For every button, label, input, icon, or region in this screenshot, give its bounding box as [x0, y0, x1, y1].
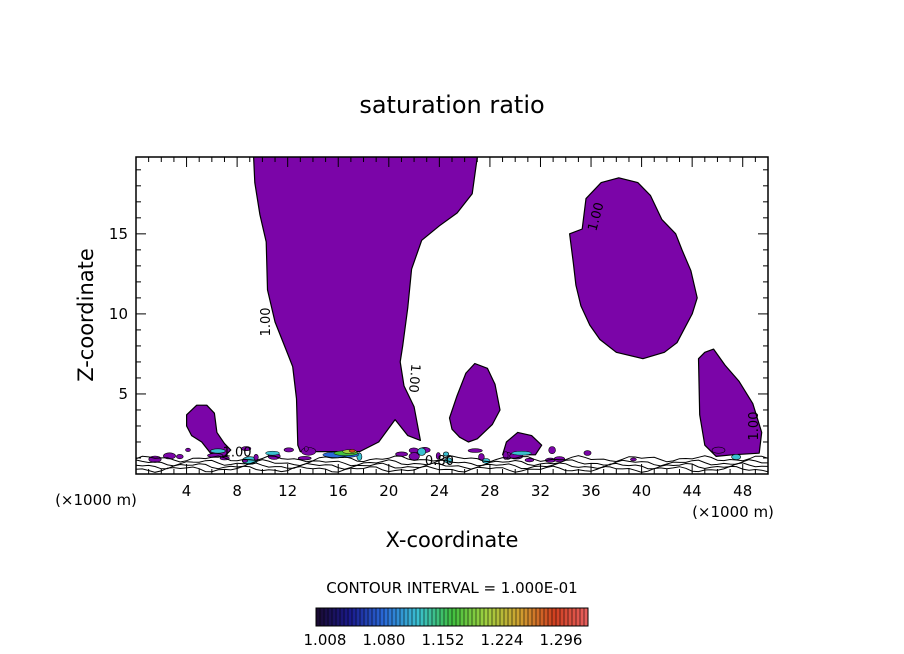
chart-title: saturation ratio [359, 91, 544, 119]
x-tick-label: 8 [232, 482, 242, 500]
colorbar-label: 1.008 [304, 631, 347, 649]
plot-area: 1.001.001.001.000.801.00 4 8 12 16 20 24 28 32 3… [109, 156, 769, 500]
y-tick-label: 10 [109, 305, 128, 323]
x-tick-label: 44 [683, 482, 702, 500]
surface-patch [583, 450, 592, 456]
surface-patch [297, 456, 312, 461]
x-tick-label: 36 [581, 482, 600, 500]
contour-interval-label: CONTOUR INTERVAL = 1.000E-01 [326, 579, 577, 597]
surface-patch [303, 446, 309, 452]
surface-patch [417, 447, 427, 456]
contour-region-upper-right-blob [568, 177, 698, 360]
x-unit-right: (×1000 m) [692, 503, 774, 521]
core-patch [348, 449, 356, 453]
core-patch [265, 450, 280, 456]
x-tick-label: 16 [329, 482, 348, 500]
x-tick-label: 40 [632, 482, 651, 500]
surface-patch [548, 446, 556, 454]
contour-label: 1.00 [223, 445, 252, 460]
surface-patch [176, 454, 184, 460]
x-tick-label: 24 [430, 482, 449, 500]
surface-patch [467, 448, 483, 453]
surface-contour-line [136, 455, 768, 463]
colorbar: 1.008 1.080 1.152 1.224 1.296 [304, 607, 589, 649]
x-tick-label: 28 [480, 482, 499, 500]
colorbar-label: 1.152 [422, 631, 465, 649]
contour-label: 1.00 [586, 201, 608, 233]
y-tick-label: 15 [109, 225, 128, 243]
surface-patch [283, 447, 294, 453]
contour-label: 1.00 [259, 307, 274, 336]
contour-label: 1.00 [405, 363, 422, 393]
x-tick-label: 48 [733, 482, 752, 500]
surface-patch [408, 452, 420, 461]
contour-region-small-blob-30 [502, 431, 543, 456]
y-tick-label: 5 [118, 385, 128, 403]
surface-patch [630, 457, 637, 462]
core-patch [511, 450, 532, 456]
x-axis-label: X-coordinate [386, 528, 519, 552]
surface-patch [442, 451, 449, 457]
x-tick-label: 4 [182, 482, 192, 500]
x-tick-label: 32 [531, 482, 550, 500]
contour-region-small-left-blob [186, 404, 232, 457]
surface-patch [253, 453, 259, 461]
surface-contour-line [136, 462, 768, 470]
surface-patch [711, 446, 726, 454]
contour-region-central-tower [253, 157, 478, 453]
surface-patch [301, 447, 317, 456]
x-unit-left: (×1000 m) [55, 491, 137, 509]
surface-patch [241, 446, 252, 451]
contour-region-mid-blob [448, 362, 501, 443]
surface-patch [185, 447, 191, 452]
contour-region-right-lower-blob [697, 348, 763, 457]
x-tick-label: 20 [379, 482, 398, 500]
surface-patch [524, 458, 535, 463]
surface-patch [210, 448, 226, 454]
x-tick-label: 12 [278, 482, 297, 500]
colorbar-label: 1.080 [363, 631, 406, 649]
colorbar-label: 1.296 [540, 631, 583, 649]
y-axis-label: Z-coordinate [74, 248, 98, 382]
surface-patch [731, 453, 742, 460]
surface-patch [435, 452, 441, 460]
colorbar-label: 1.224 [481, 631, 524, 649]
contour-label: 0.80 [425, 454, 454, 469]
contour-label: 1.00 [747, 412, 762, 441]
